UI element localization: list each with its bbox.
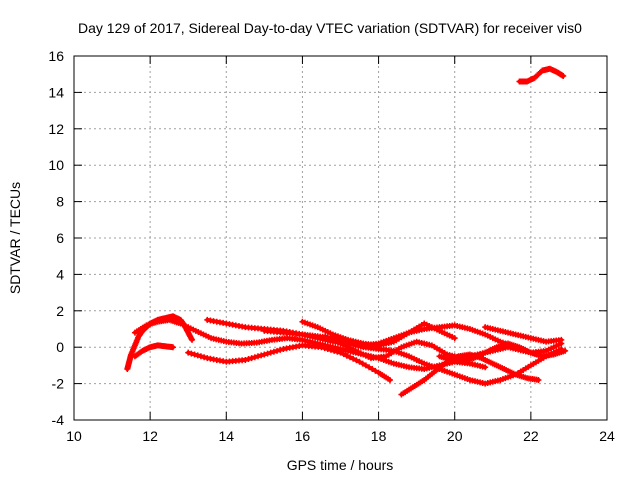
data-point	[251, 354, 258, 361]
data-point	[451, 335, 458, 342]
data-point	[337, 349, 344, 356]
data-point	[324, 346, 331, 353]
data-point	[258, 352, 265, 359]
data-point	[558, 336, 565, 343]
x-tick-label: 12	[142, 428, 158, 444]
series-arc-2	[131, 342, 176, 360]
data-point	[334, 348, 341, 355]
x-tick-label: 18	[371, 428, 387, 444]
y-tick-label: 12	[48, 121, 64, 137]
data-point	[343, 352, 350, 359]
data-point	[185, 349, 192, 356]
data-point	[562, 347, 569, 354]
series-arc-10	[436, 340, 569, 365]
data-point	[264, 350, 271, 357]
x-tick-label: 14	[218, 428, 234, 444]
y-tick-label: 10	[48, 157, 64, 173]
data-point	[560, 73, 567, 80]
data-point	[535, 376, 542, 383]
data-point	[482, 364, 489, 371]
data-point	[331, 347, 338, 354]
data-point	[369, 366, 376, 373]
y-tick-label: 14	[48, 84, 64, 100]
data-point	[274, 347, 281, 354]
data-point	[270, 348, 277, 355]
data-point	[386, 376, 393, 383]
data-point	[350, 355, 357, 362]
data-point	[267, 349, 274, 356]
data-point	[347, 354, 354, 361]
data-point	[255, 353, 262, 360]
chart-title: Day 129 of 2017, Sidereal Day-to-day VTE…	[78, 20, 582, 36]
data-point	[277, 346, 284, 353]
y-tick-label: 6	[56, 230, 64, 246]
data-point	[327, 346, 334, 353]
data-point	[194, 352, 201, 359]
y-tick-label: -2	[52, 376, 65, 392]
y-tick-label: 4	[56, 266, 64, 282]
data-point	[340, 351, 347, 358]
series-arc-5	[185, 342, 393, 383]
y-tick-label: 2	[56, 303, 64, 319]
data-point	[366, 364, 373, 371]
series-arc-9	[398, 351, 542, 398]
y-tick-label: 0	[56, 339, 64, 355]
data-point	[169, 344, 176, 351]
x-tick-label: 16	[295, 428, 311, 444]
data-point	[191, 351, 198, 358]
data-point	[359, 360, 366, 367]
data-point	[353, 357, 360, 364]
y-tick-label: 8	[56, 194, 64, 210]
data-point	[245, 356, 252, 363]
series-arc-11	[482, 324, 565, 345]
series-arc-12	[516, 65, 567, 85]
data-point	[356, 358, 363, 365]
x-tick-label: 10	[66, 428, 82, 444]
x-axis-label: GPS time / hours	[287, 457, 394, 473]
x-tick-label: 20	[447, 428, 463, 444]
y-axis-label: SDTVAR / TECUs	[7, 182, 23, 294]
data-point	[261, 351, 268, 358]
data-point	[372, 367, 379, 374]
x-tick-label: 24	[599, 428, 615, 444]
x-tick-label: 22	[523, 428, 539, 444]
data-point	[362, 362, 369, 369]
series-arc-7	[299, 318, 458, 349]
data-point	[201, 354, 208, 361]
data-point	[318, 344, 325, 351]
y-tick-label: 16	[48, 48, 64, 64]
data-point	[248, 355, 255, 362]
data-points	[124, 65, 569, 398]
data-point	[188, 350, 195, 357]
data-point	[242, 356, 249, 363]
data-point	[321, 345, 328, 352]
y-tick-label: -4	[52, 412, 65, 428]
data-point	[189, 336, 196, 343]
data-point	[197, 353, 204, 360]
